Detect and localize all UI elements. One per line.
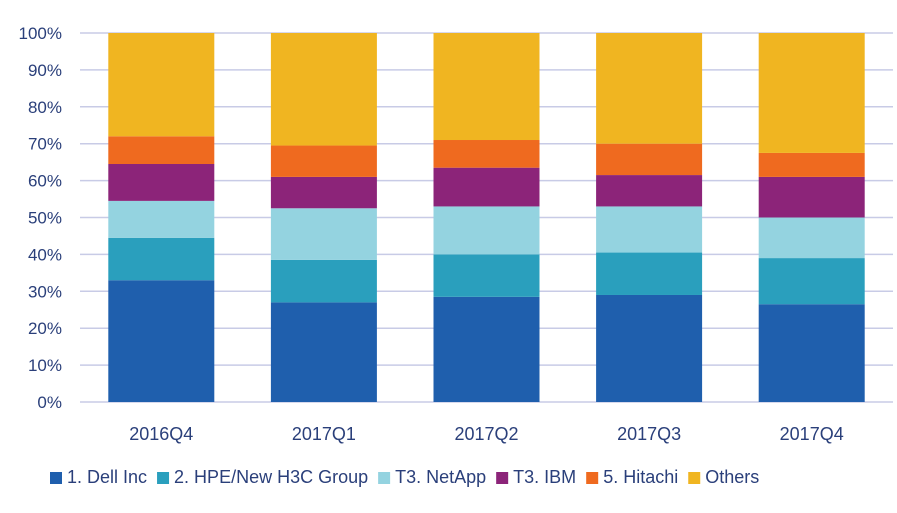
bar-segment-2017Q3-3 [596,175,703,207]
bar-segment-2017Q2-4 [433,140,540,168]
bar-segment-2017Q1-3 [270,176,377,209]
bar-segment-2016Q4-1 [108,237,215,281]
y-tick-label: 20% [28,319,62,338]
bar-segment-2017Q1-5 [270,33,377,146]
x-tick-label: 2017Q4 [780,424,844,444]
bar-segment-2016Q4-2 [108,200,215,238]
bar-segment-2017Q2-2 [433,206,540,255]
legend-swatch [688,472,701,484]
y-tick-label: 100% [19,24,62,43]
bar-segment-2017Q3-1 [596,252,703,295]
bar-segment-2017Q4-1 [758,258,865,305]
bar-segment-2017Q1-4 [270,145,377,177]
y-axis-ticks: 0% 10% 20% 30% 40% 50% 60% 70% 80% 90% 100% [19,24,62,412]
y-tick-label: 30% [28,282,62,301]
legend: 1. Dell Inc 2. HPE/New H3C Group T3. NetAp… [50,467,759,487]
legend-swatch [378,472,391,484]
legend-label: T3. IBM [513,467,576,487]
legend-label: T3. NetApp [395,467,486,487]
y-tick-label: 80% [28,98,62,117]
bar-segment-2016Q4-5 [108,33,215,137]
legend-item: 1. Dell Inc [50,467,147,487]
bar-segment-2017Q4-2 [758,217,865,259]
bar-segment-2017Q2-1 [433,254,540,297]
x-axis-ticks: 2016Q4 2017Q1 2017Q2 2017Q3 2017Q4 [129,424,843,444]
y-tick-label: 60% [28,172,62,191]
x-tick-label: 2017Q2 [454,424,518,444]
bar-segment-2016Q4-0 [108,280,215,402]
legend-label: 2. HPE/New H3C Group [174,467,368,487]
bar-segment-2017Q4-5 [758,33,865,153]
bar-segment-2017Q1-1 [270,259,377,303]
legend-item: T3. IBM [496,467,576,487]
legend-label: 5. Hitachi [603,467,678,487]
y-tick-label: 50% [28,209,62,228]
y-tick-label: 70% [28,135,62,154]
bar-segment-2017Q1-2 [270,208,377,260]
bar-segment-2017Q4-4 [758,152,865,177]
x-tick-label: 2016Q4 [129,424,193,444]
legend-swatch [157,472,170,484]
y-tick-label: 0% [37,393,62,412]
bar-segment-2017Q4-3 [758,176,865,218]
legend-swatch [586,472,599,484]
bar-segment-2017Q4-0 [758,304,865,402]
bar-segment-2017Q2-0 [433,296,540,402]
legend-item: Others [688,467,759,487]
bar-segment-2016Q4-4 [108,136,215,164]
legend-swatch [496,472,509,484]
bar-segment-2017Q3-2 [596,206,703,253]
legend-label: 1. Dell Inc [67,467,147,487]
legend-label: Others [705,467,759,487]
bar-segment-2017Q2-3 [433,167,540,207]
legend-item: T3. NetApp [378,467,486,487]
x-tick-label: 2017Q3 [617,424,681,444]
legend-swatch [50,472,62,484]
y-tick-label: 90% [28,61,62,80]
bar-segment-2017Q3-5 [596,33,703,144]
bar-segment-2017Q3-0 [596,294,703,402]
legend-item: 2. HPE/New H3C Group [157,467,368,487]
bar-segment-2017Q1-0 [270,302,377,402]
bar-segment-2017Q3-4 [596,143,703,176]
bar-segment-2016Q4-3 [108,163,215,201]
bars [108,33,865,402]
y-tick-label: 10% [28,356,62,375]
y-tick-label: 40% [28,245,62,264]
x-tick-label: 2017Q1 [292,424,356,444]
legend-item: 5. Hitachi [586,467,678,487]
bar-segment-2017Q2-5 [433,33,540,141]
